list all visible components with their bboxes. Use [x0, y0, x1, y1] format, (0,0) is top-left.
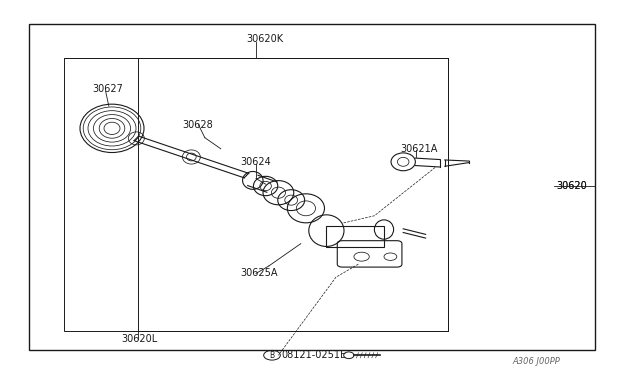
Text: 30620: 30620: [557, 181, 588, 191]
Text: 30625A: 30625A: [240, 269, 278, 278]
Text: 30628: 30628: [182, 120, 213, 129]
Text: 30620L: 30620L: [122, 334, 158, 343]
Bar: [64, 58, 448, 331]
Text: 30620: 30620: [557, 181, 588, 191]
Text: B: B: [269, 351, 275, 360]
Text: 30627: 30627: [93, 84, 124, 94]
Bar: [326, 226, 384, 247]
Text: 30621A: 30621A: [400, 144, 437, 154]
Bar: [138, 58, 448, 331]
Text: A306 J00PP: A306 J00PP: [512, 357, 560, 366]
Text: 30624: 30624: [240, 157, 271, 167]
Bar: [29, 24, 595, 350]
Text: 08121-0251E: 08121-0251E: [282, 350, 347, 360]
Text: 30620K: 30620K: [246, 34, 284, 44]
